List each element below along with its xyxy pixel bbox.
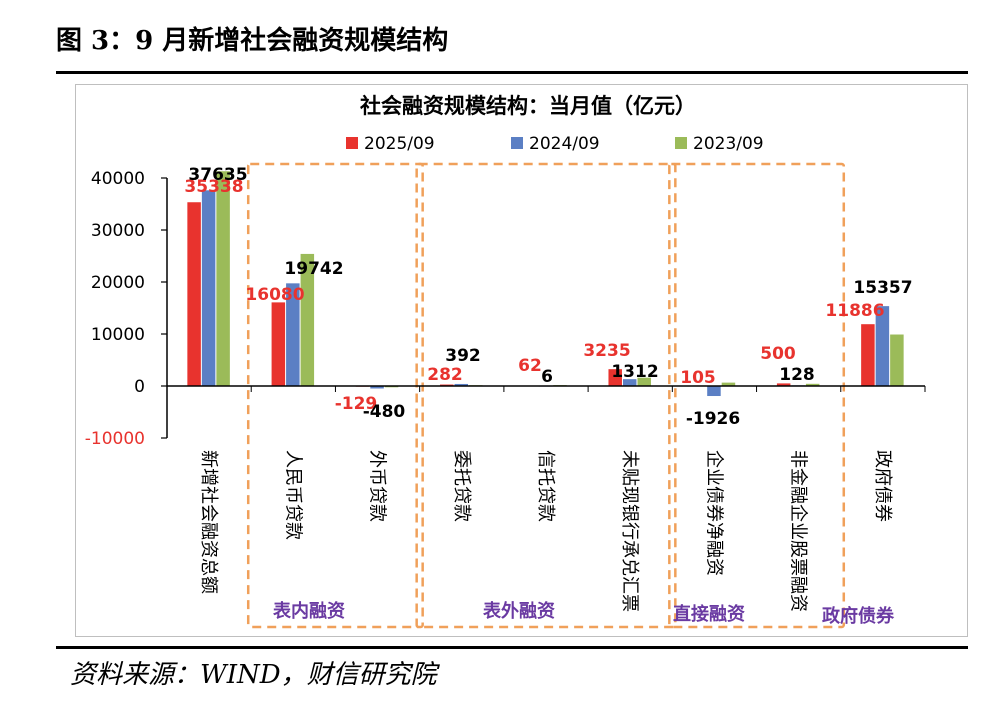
data-label-2024: -480 (363, 402, 406, 422)
data-label-2025: 282 (427, 365, 463, 385)
category-label: 信托贷款 (535, 450, 556, 522)
group-labels: 表内融资 表外融资 直接融资 政府债券 (273, 600, 895, 627)
figure-title: 图 3：9 月新增社会融资规模结构 (56, 26, 449, 56)
category-label: 人民币贷款 (282, 450, 303, 540)
bar (622, 379, 637, 386)
group-box (415, 162, 677, 629)
bar (201, 190, 216, 386)
bar (454, 383, 469, 386)
chart-title: 社会融资规模结构：当月值（亿元） (359, 94, 696, 118)
bar (271, 302, 286, 386)
bars (187, 171, 904, 397)
data-label-2025: 500 (760, 344, 796, 364)
group-box (668, 162, 846, 629)
data-label-2024: 392 (445, 346, 481, 366)
data-label-2024: 37635 (188, 165, 247, 185)
group-label: 表外融资 (483, 600, 555, 622)
data-label-2024: 15357 (853, 278, 912, 298)
data-label-2024: 19742 (284, 259, 343, 279)
bar (776, 383, 791, 386)
bar (300, 253, 315, 386)
legend-label-2025: 2025/09 (364, 134, 435, 154)
bar (721, 382, 736, 386)
chart-frame (75, 84, 968, 637)
legend-swatch-2023 (675, 137, 687, 149)
category-labels: 新增社会融资总额 人民币贷款 外币贷款 委托贷款 信托贷款 未贴现银行承兑汇票 企业债券净融… (198, 450, 893, 612)
legend-label-2023: 2023/09 (693, 134, 764, 154)
y-tick-label: 0 (134, 377, 145, 397)
top-rule (56, 71, 968, 74)
bar (608, 369, 622, 386)
category-label: 非金融企业股票融资 (788, 450, 809, 612)
category-label: 未贴现银行承兑汇票 (619, 450, 640, 612)
data-label-2025: 3235 (583, 341, 630, 361)
legend-swatch-2025 (346, 137, 358, 149)
bar (805, 383, 820, 386)
bar (187, 202, 201, 386)
category-label: 委托贷款 (451, 450, 472, 522)
source-note: 资料来源：WIND，财信研究院 (70, 660, 437, 690)
data-label-2025: 35338 (184, 177, 243, 197)
category-label: 政府债券 (872, 450, 893, 522)
group-label: 政府债券 (822, 605, 895, 627)
category-label: 企业债券净融资 (703, 450, 724, 576)
bar (637, 377, 651, 386)
data-label-2025: 16080 (245, 285, 304, 305)
bar (286, 283, 300, 386)
x-axis (166, 385, 926, 392)
category-label: 外币贷款 (367, 450, 388, 522)
data-label-2025: 105 (680, 368, 716, 388)
y-axis: 40000 30000 20000 10000 0 -10000 (85, 169, 168, 449)
y-tick-label: -10000 (85, 429, 145, 449)
data-label-2025: -129 (335, 394, 378, 414)
data-label-2025: 11886 (825, 301, 884, 321)
y-tick-label: 30000 (91, 221, 145, 241)
group-box (246, 162, 424, 629)
data-label-2024: 6 (541, 367, 553, 387)
bottom-rule (56, 646, 968, 649)
data-label-2025: 62 (518, 356, 542, 376)
bar (875, 306, 890, 386)
bar (861, 324, 875, 386)
bar (890, 334, 904, 386)
data-label-2024: 128 (779, 365, 815, 385)
data-label-2024: -1926 (686, 409, 740, 429)
group-label: 直接融资 (673, 603, 745, 625)
y-tick-label: 40000 (91, 169, 145, 189)
y-tick-label: 20000 (91, 273, 145, 293)
legend-swatch-2024 (511, 137, 523, 149)
category-label: 新增社会融资总额 (198, 450, 219, 594)
legend-label-2024: 2024/09 (529, 134, 600, 154)
group-label: 表内融资 (273, 600, 345, 622)
data-label-2024: 1312 (611, 362, 658, 382)
bar (370, 386, 384, 389)
legend: 2025/09 2024/09 2023/09 (346, 134, 764, 154)
bar (216, 171, 230, 386)
y-tick-label: 10000 (91, 325, 145, 345)
bar (707, 386, 721, 397)
data-labels: 35338 16080 -129 282 62 3235 105 500 11886 37635 1… (184, 165, 912, 429)
group-boxes (246, 162, 846, 629)
